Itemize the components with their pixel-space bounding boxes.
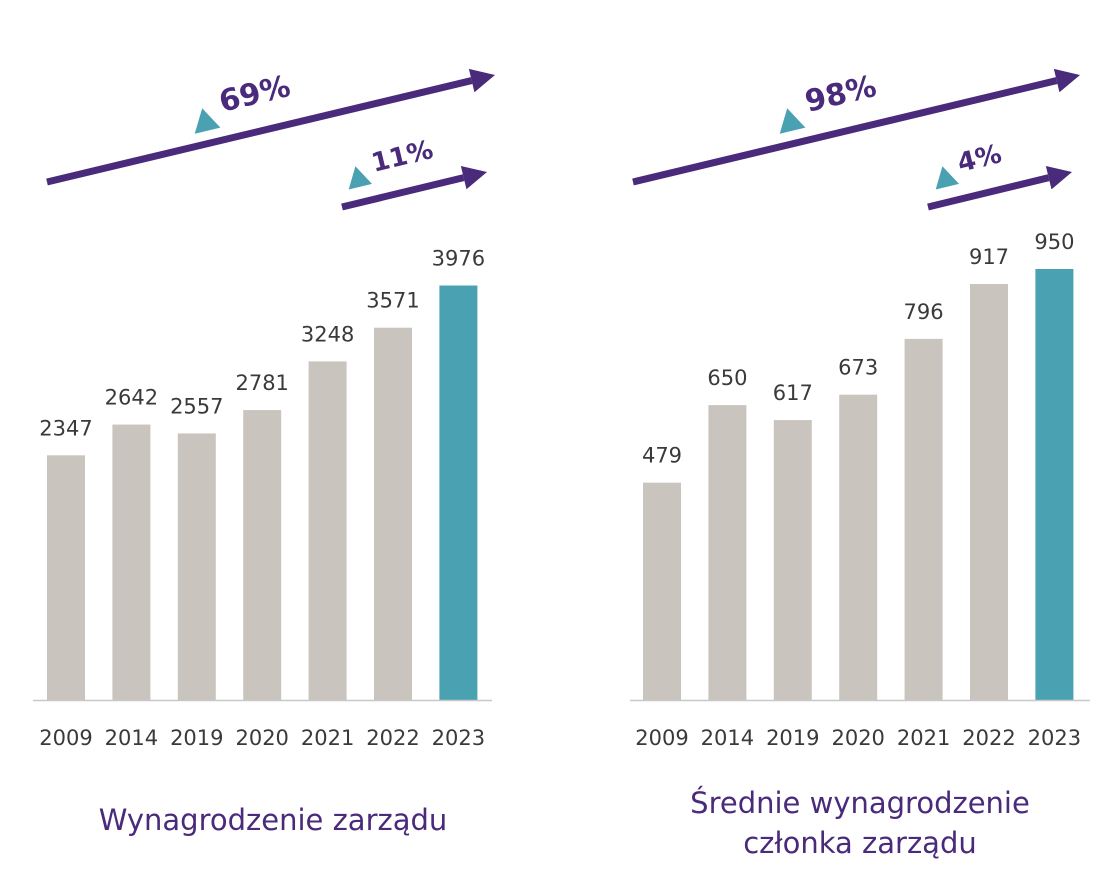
- bar-2019: [177, 433, 216, 700]
- increase-triangle-icon: [194, 108, 221, 134]
- value-label: 3571: [366, 289, 419, 313]
- bar-chart-1: 479 2009 650 2014 617 2019 673 2020 796 2021 917 20…: [630, 230, 1090, 860]
- value-label: 2781: [235, 371, 288, 395]
- value-label: 3248: [301, 322, 354, 346]
- growth-label-long: 69%: [216, 69, 294, 120]
- x-tick-label: 2019: [766, 726, 819, 750]
- chart-title: członka zarządu: [743, 826, 977, 860]
- growth-arrow-head-short-0: [460, 165, 487, 190]
- growth-arrow-short-0: [341, 174, 465, 211]
- bar-2020: [839, 394, 878, 700]
- growth-arrow-head-long-0: [468, 68, 495, 93]
- value-label: 796: [904, 300, 944, 324]
- increase-triangle-icon: [779, 108, 806, 134]
- value-label: 950: [1034, 230, 1074, 254]
- bar-2009: [47, 455, 85, 700]
- x-tick-label: 2019: [170, 726, 223, 750]
- bar-2023: [439, 285, 478, 700]
- increase-triangle-icon: [935, 166, 960, 190]
- x-tick-label: 2023: [432, 726, 485, 750]
- x-tick-label: 2021: [897, 726, 950, 750]
- x-tick-label: 2020: [831, 726, 884, 750]
- growth-label-short: 4%: [955, 139, 1005, 179]
- chart-title: Wynagrodzenie zarządu: [99, 803, 448, 837]
- x-tick-label: 2022: [366, 726, 419, 750]
- bar-2021: [308, 361, 347, 700]
- x-tick-label: 2009: [635, 726, 688, 750]
- value-label: 3976: [432, 247, 485, 271]
- value-label: 650: [707, 366, 747, 390]
- bar-2022: [374, 327, 412, 700]
- value-label: 2642: [105, 386, 158, 410]
- value-label: 617: [773, 381, 813, 405]
- x-tick-label: 2022: [962, 726, 1015, 750]
- growth-arrow-short-1: [927, 174, 1050, 211]
- bar-2019: [773, 420, 812, 700]
- bar-2020: [243, 410, 282, 700]
- x-tick-label: 2023: [1028, 726, 1081, 750]
- increase-triangle-icon: [348, 166, 373, 190]
- growth-label-short: 11%: [369, 135, 437, 179]
- growth-arrow-head-long-1: [1053, 68, 1080, 93]
- x-tick-label: 2014: [701, 726, 754, 750]
- bar-2023: [1035, 269, 1074, 700]
- x-tick-label: 2021: [301, 726, 354, 750]
- value-label: 2557: [170, 394, 223, 418]
- growth-label-long: 98%: [802, 69, 880, 120]
- bar-2014: [112, 424, 151, 700]
- growth-arrow-head-short-1: [1045, 166, 1072, 190]
- value-label: 479: [642, 444, 682, 468]
- bar-2021: [904, 338, 943, 700]
- x-tick-label: 2020: [235, 726, 288, 750]
- growth-arrow-long-0: [46, 77, 473, 186]
- chart-title: Średnie wynagrodzenie: [690, 786, 1030, 820]
- bar-2014: [708, 405, 747, 700]
- growth-arrow-long-1: [632, 77, 1058, 186]
- bar-2009: [643, 482, 681, 700]
- x-tick-label: 2009: [39, 726, 92, 750]
- value-label: 2347: [39, 416, 92, 440]
- value-label: 917: [969, 245, 1009, 269]
- value-label: 673: [838, 356, 878, 380]
- bar-2022: [970, 283, 1008, 700]
- bar-chart-0: 2347 2009 2642 2014 2557 2019 2781 2020 3248 2021…: [33, 247, 492, 837]
- x-tick-label: 2014: [105, 726, 158, 750]
